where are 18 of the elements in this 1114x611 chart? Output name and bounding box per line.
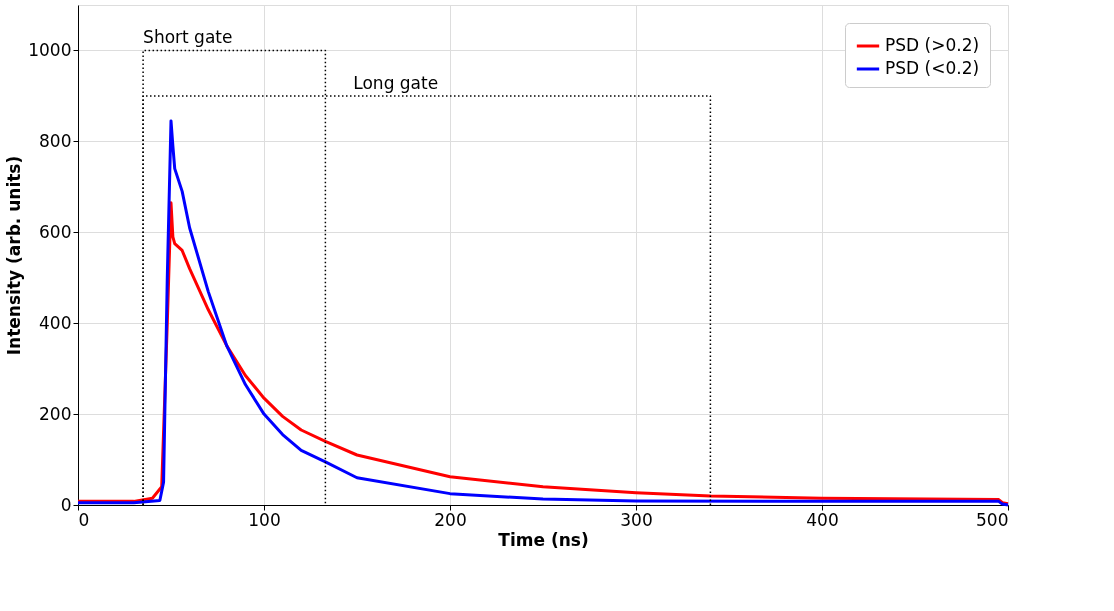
annotation: Long gate — [353, 72, 439, 93]
y-tick-label: 1000 — [28, 39, 72, 60]
y-tick-label: 800 — [39, 130, 72, 151]
x-axis-title: Time (ns) — [498, 529, 589, 550]
x-tick-label: 500 — [976, 509, 1009, 530]
y-axis-title: Intensity (arb. units) — [4, 155, 25, 356]
x-tick-label: 0 — [78, 509, 90, 530]
y-tick-label: 400 — [39, 312, 72, 333]
y-tick-label: 200 — [39, 403, 72, 424]
annotation: Short gate — [143, 27, 233, 48]
x-tick-label: 200 — [434, 509, 467, 530]
y-tick-label: 0 — [60, 494, 72, 515]
y-tick-label: 600 — [39, 221, 72, 242]
x-tick-label: 100 — [248, 509, 281, 530]
x-tick-label: 300 — [620, 509, 653, 530]
legend-label: PSD (<0.2) — [885, 58, 980, 78]
legend-label: PSD (>0.2) — [885, 35, 980, 55]
x-tick-label: 400 — [806, 509, 839, 530]
